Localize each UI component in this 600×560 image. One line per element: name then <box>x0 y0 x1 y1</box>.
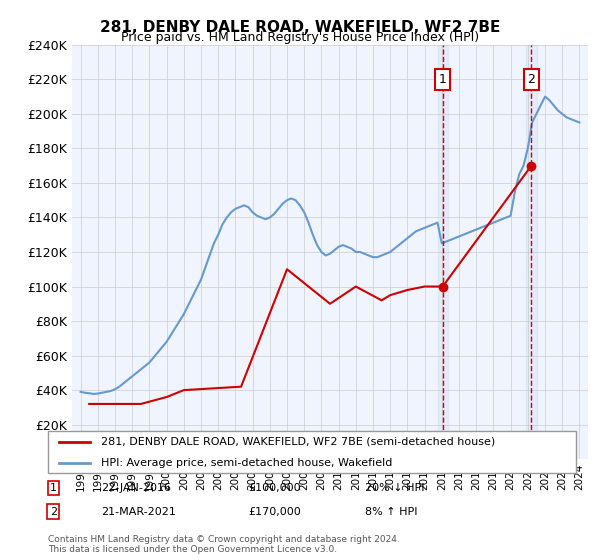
Text: 8% ↑ HPI: 8% ↑ HPI <box>365 507 418 517</box>
FancyBboxPatch shape <box>48 431 576 473</box>
Bar <box>437 45 448 459</box>
Text: 281, DENBY DALE ROAD, WAKEFIELD, WF2 7BE (semi-detached house): 281, DENBY DALE ROAD, WAKEFIELD, WF2 7BE… <box>101 437 495 447</box>
Bar <box>526 45 536 459</box>
Text: 21-MAR-2021: 21-MAR-2021 <box>101 507 176 517</box>
Text: HPI: Average price, semi-detached house, Wakefield: HPI: Average price, semi-detached house,… <box>101 458 392 468</box>
Text: £170,000: £170,000 <box>248 507 301 517</box>
Text: 281, DENBY DALE ROAD, WAKEFIELD, WF2 7BE: 281, DENBY DALE ROAD, WAKEFIELD, WF2 7BE <box>100 20 500 35</box>
Text: 1: 1 <box>439 73 446 86</box>
Text: Contains HM Land Registry data © Crown copyright and database right 2024.
This d: Contains HM Land Registry data © Crown c… <box>48 535 400 554</box>
Text: 1: 1 <box>50 483 57 493</box>
Text: Price paid vs. HM Land Registry's House Price Index (HPI): Price paid vs. HM Land Registry's House … <box>121 31 479 44</box>
Text: £100,000: £100,000 <box>248 483 301 493</box>
Text: 2: 2 <box>50 507 57 517</box>
Text: 2: 2 <box>527 73 535 86</box>
Text: 20% ↓ HPI: 20% ↓ HPI <box>365 483 424 493</box>
Text: 22-JAN-2016: 22-JAN-2016 <box>101 483 171 493</box>
